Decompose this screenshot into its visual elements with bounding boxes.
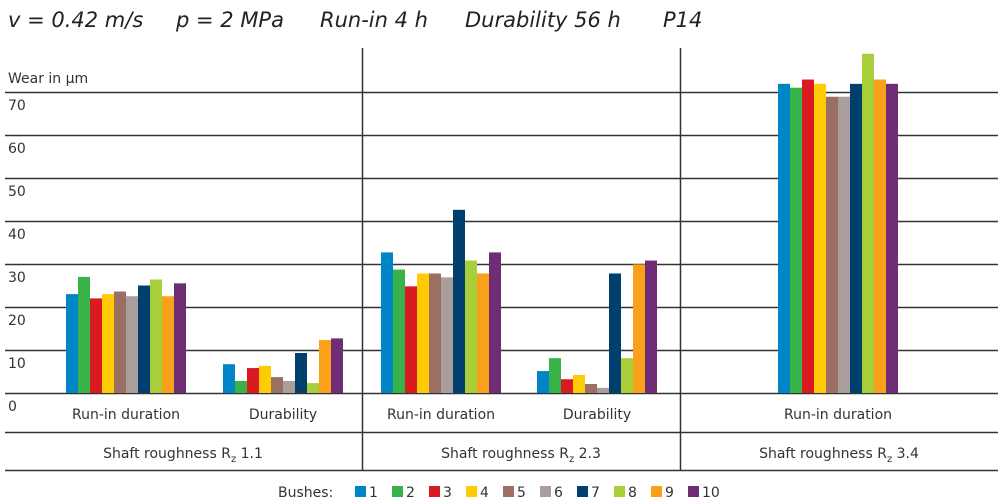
legend-label: 9 — [665, 485, 674, 501]
group-label: Run-in duration — [784, 407, 892, 423]
bar-10 — [489, 252, 501, 393]
bar-9 — [162, 296, 174, 393]
bar-5 — [114, 291, 126, 393]
bar-10 — [886, 83, 898, 393]
bar-1 — [66, 294, 78, 393]
bar-10 — [331, 338, 343, 393]
legend-label: 7 — [591, 485, 600, 501]
bar-7 — [609, 273, 621, 393]
legend-swatch-10 — [688, 486, 699, 497]
bar-8 — [862, 53, 874, 393]
bar-6 — [126, 296, 138, 393]
bar-1 — [381, 252, 393, 393]
bar-2 — [235, 380, 247, 393]
bar-6 — [838, 96, 850, 393]
legend-swatch-6 — [540, 486, 551, 497]
bar-1 — [537, 371, 549, 393]
legend-label: 2 — [406, 485, 415, 501]
legend-label: 4 — [480, 485, 489, 501]
bar-8 — [307, 383, 319, 393]
y-tick-label: 0 — [8, 399, 17, 415]
legend-swatch-1 — [355, 486, 366, 497]
bar-8 — [465, 260, 477, 393]
group-label: Durability — [249, 407, 317, 423]
bar-5 — [826, 96, 838, 393]
bar-8 — [150, 279, 162, 393]
legend-swatch-9 — [651, 486, 662, 497]
bar-2 — [549, 358, 561, 393]
legend-label: 6 — [554, 485, 563, 501]
y-tick-label: 40 — [8, 227, 26, 243]
y-tick-label: 30 — [8, 270, 26, 286]
bar-2 — [393, 269, 405, 393]
bar-3 — [247, 368, 259, 393]
bar-1 — [223, 364, 235, 393]
bar-7 — [453, 209, 465, 393]
y-tick-label: 10 — [8, 356, 26, 372]
header-param: p = 2 MPa — [175, 8, 284, 32]
legend-swatch-5 — [503, 486, 514, 497]
y-tick-label: 70 — [8, 98, 26, 114]
bar-7 — [138, 285, 150, 393]
legend-title: Bushes: — [278, 485, 333, 501]
bar-2 — [790, 87, 802, 393]
legend-swatch-3 — [429, 486, 440, 497]
legend-label: 1 — [369, 485, 378, 501]
bar-3 — [90, 298, 102, 393]
bar-3 — [802, 79, 814, 393]
bar-9 — [874, 79, 886, 393]
header-param: Durability 56 h — [465, 8, 621, 32]
header-param: Run-in 4 h — [320, 8, 428, 32]
bar-3 — [405, 286, 417, 393]
group-label: Run-in duration — [72, 407, 180, 423]
bar-8 — [621, 358, 633, 393]
y-tick-label: 50 — [8, 184, 26, 200]
bar-4 — [259, 365, 271, 393]
legend-label: 5 — [517, 485, 526, 501]
section-label: Shaft roughness Rz 3.4 — [759, 446, 919, 465]
legend-swatch-8 — [614, 486, 625, 497]
group-label: Run-in duration — [387, 407, 495, 423]
bar-3 — [561, 379, 573, 393]
legend-label: 8 — [628, 485, 637, 501]
group-label: Durability — [563, 407, 631, 423]
bar-4 — [573, 374, 585, 393]
legend-swatch-7 — [577, 486, 588, 497]
bar-7 — [850, 83, 862, 393]
bar-2 — [78, 276, 90, 393]
y-tick-label: 20 — [8, 313, 26, 329]
header-param: v = 0.42 m/s — [8, 8, 143, 32]
header-param: P14 — [663, 8, 702, 32]
bar-10 — [174, 283, 186, 393]
bar-4 — [417, 273, 429, 393]
bar-5 — [271, 377, 283, 393]
bar-9 — [633, 264, 645, 393]
bar-6 — [441, 277, 453, 393]
bar-6 — [283, 380, 295, 393]
legend-label: 3 — [443, 485, 452, 501]
bar-10 — [645, 260, 657, 393]
legend-swatch-4 — [466, 486, 477, 497]
legend-swatch-2 — [392, 486, 403, 497]
y-tick-label: 60 — [8, 141, 26, 157]
bar-4 — [814, 83, 826, 393]
legend-label: 10 — [702, 485, 720, 501]
bar-1 — [778, 83, 790, 393]
bar-9 — [319, 340, 331, 393]
bar-7 — [295, 353, 307, 393]
y-axis-label: Wear in µm — [8, 71, 88, 87]
bar-4 — [102, 294, 114, 393]
section-label: Shaft roughness Rz 2.3 — [441, 446, 601, 465]
bar-5 — [429, 273, 441, 393]
bar-9 — [477, 273, 489, 393]
section-label: Shaft roughness Rz 1.1 — [103, 446, 263, 465]
bar-6 — [597, 387, 609, 393]
bar-5 — [585, 383, 597, 393]
